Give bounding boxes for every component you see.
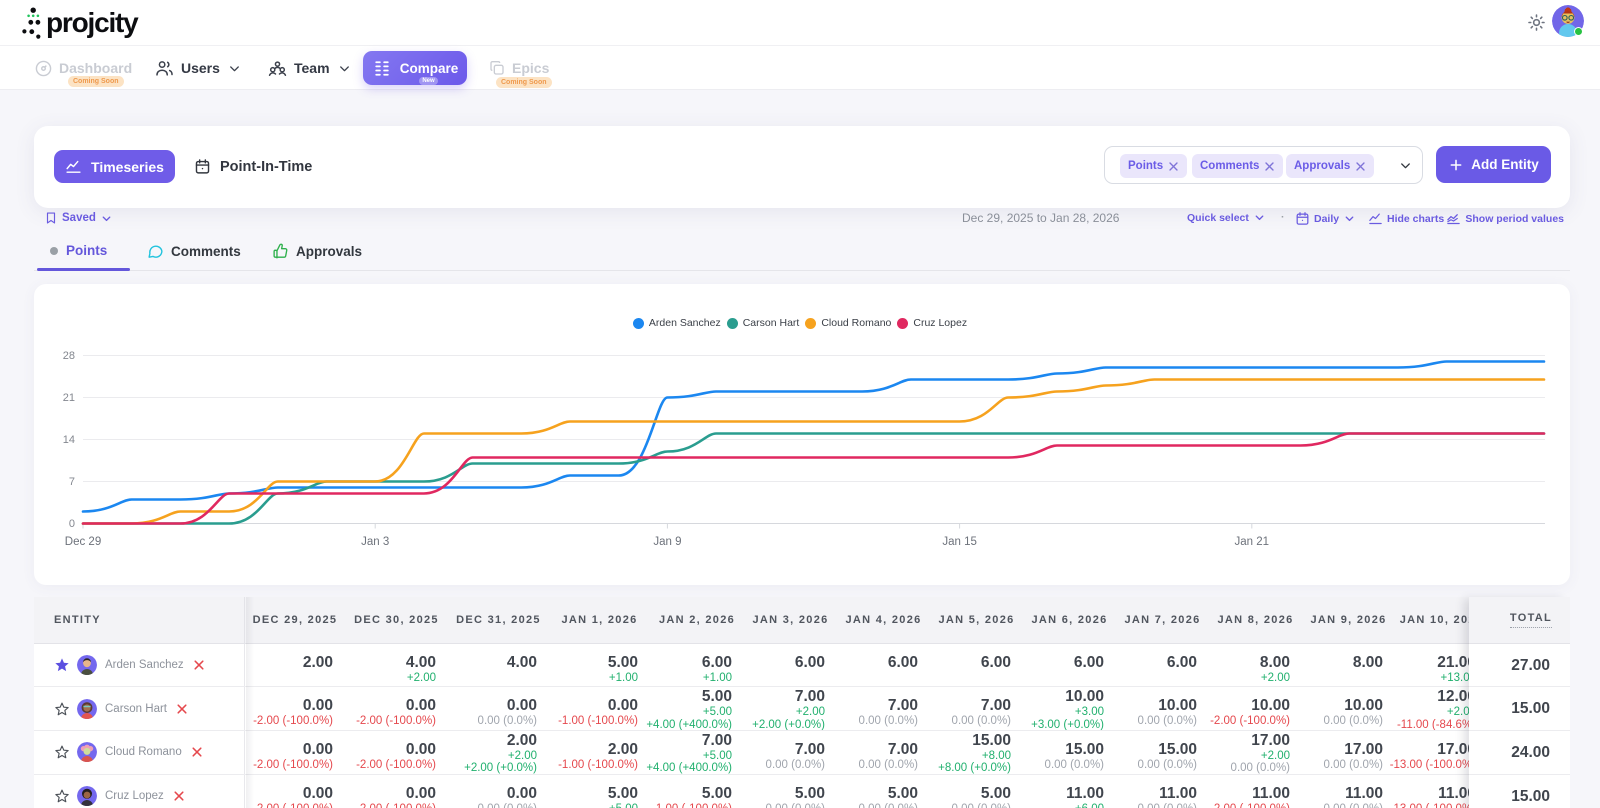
svg-text:Dec 29: Dec 29 — [65, 536, 101, 548]
svg-text:Jan 15: Jan 15 — [942, 536, 977, 548]
svg-text:Jan 21: Jan 21 — [1235, 536, 1270, 548]
svg-text:28: 28 — [63, 350, 75, 362]
svg-text:Jan 3: Jan 3 — [361, 536, 389, 548]
svg-text:14: 14 — [63, 434, 75, 446]
svg-text:Jan 9: Jan 9 — [653, 536, 681, 548]
svg-text:7: 7 — [69, 476, 75, 488]
svg-text:21: 21 — [63, 392, 75, 404]
svg-text:0: 0 — [69, 518, 75, 530]
